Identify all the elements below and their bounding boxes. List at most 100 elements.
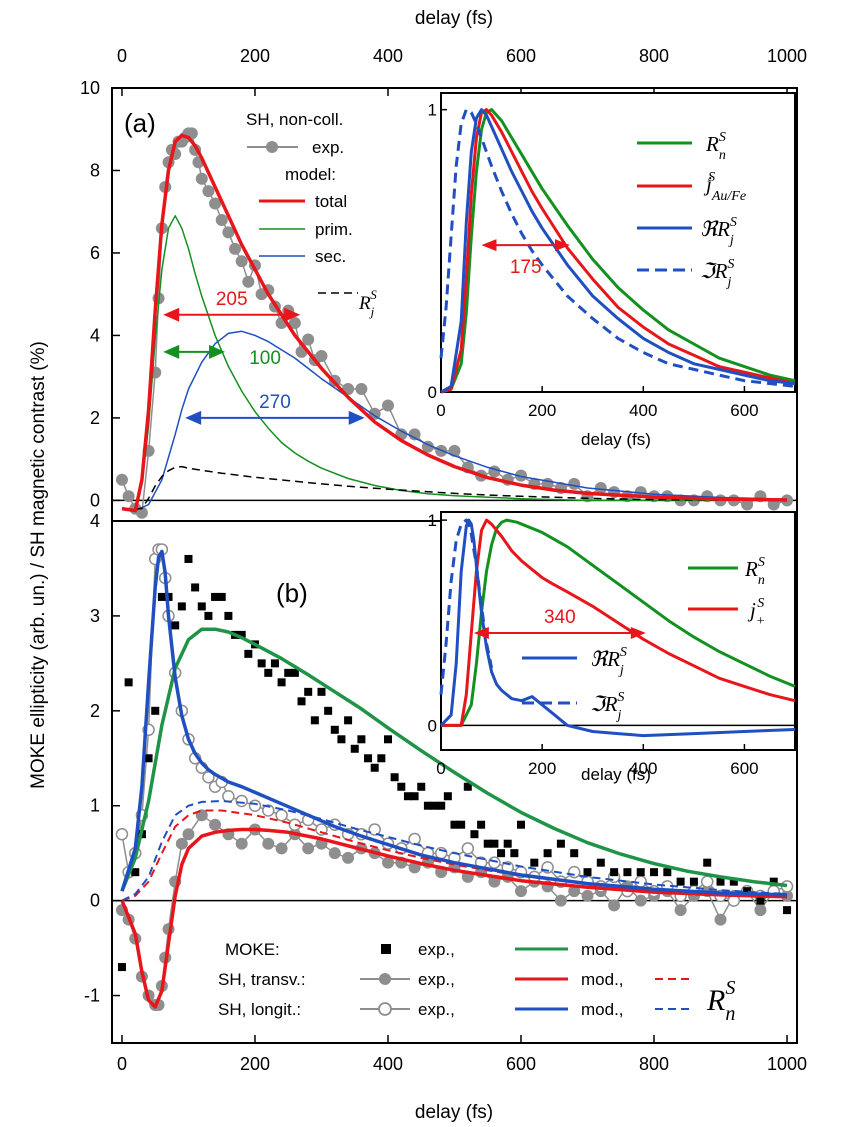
panel-b-sht-exp-point	[175, 837, 188, 850]
inset-a-x-tick-label: 400	[629, 401, 657, 420]
panel-b-moke-exp-point	[151, 706, 160, 715]
panel-a-exp-point	[122, 490, 135, 503]
panel-b-sht-exp-point	[515, 885, 528, 898]
panel-b-moke-exp-point	[117, 963, 126, 972]
panel-b-shl-exp-point	[235, 794, 248, 808]
legend-b-mod3: mod.,	[581, 1000, 624, 1019]
panel-b-moke-exp-point	[237, 630, 246, 639]
panel-a-exp-point	[568, 477, 581, 490]
panel-a-exp-point	[242, 275, 255, 288]
panel-b-moke-exp-point	[330, 725, 339, 734]
panel-b-moke-exp-point	[443, 792, 452, 801]
panel-b-rns-blue-line	[121, 800, 788, 902]
panel-a-total-line	[121, 133, 788, 513]
legend-b-sh-transv: SH, transv.:	[218, 970, 306, 989]
panel-b-moke-exp-point	[211, 592, 220, 601]
panel-b-y-tick-label: 1	[90, 796, 100, 816]
panel-a-exp-point	[222, 226, 235, 239]
top-x-axis-label: delay (fs)	[415, 8, 493, 29]
inset-b-series-0	[441, 518, 796, 727]
panel-b-moke-exp-point	[417, 782, 426, 791]
panel-b-moke-exp-point	[743, 887, 752, 896]
bottom-x-tick-label: 600	[506, 1054, 536, 1074]
panel-a-exp-point	[315, 350, 328, 363]
panel-b-shl-mod-line	[120, 549, 788, 897]
panel-b-moke-exp-point	[397, 782, 406, 791]
inset-b-annotation-head-left	[473, 627, 489, 639]
panel-a-label: (a)	[124, 108, 156, 138]
panel-b-shl-exp-point	[115, 827, 129, 841]
inset-b-x-tick-label: 600	[730, 759, 758, 778]
inset-a-series-3	[439, 108, 796, 388]
legend-a-title: SH, non-coll.	[246, 110, 343, 129]
legend-a-prim: prim.	[315, 220, 353, 239]
panel-b-moke-exp-point	[437, 801, 446, 810]
inset-b-x-tick-label: 0	[436, 759, 445, 778]
legend-a-exp: exp.	[312, 138, 344, 157]
panel-b-moke-exp-point	[257, 659, 266, 668]
annotation-100-label: 100	[249, 348, 281, 369]
bottom-x-tick-label: 1000	[767, 1054, 807, 1074]
panel-a-y-tick-label: 4	[90, 325, 100, 345]
panel-b-moke-exp-point	[403, 792, 412, 801]
panel-b-moke-exp-point	[497, 849, 506, 858]
annotation-205-label: 205	[216, 289, 248, 310]
panel-b-moke-exp-point	[177, 602, 186, 611]
inset-a-legend-rns: RnS	[705, 130, 726, 163]
panel-b-legend: MOKE: exp., mod. SH, transv.: exp., mod.…	[218, 940, 735, 1025]
panel-b-moke-exp-point	[337, 735, 346, 744]
panel-a-exp-point	[235, 255, 248, 268]
panel-b-moke-exp-point	[224, 611, 233, 620]
panel-b-shl-exp-point	[408, 832, 421, 846]
plot-frame	[111, 87, 798, 1044]
panel-b-moke-exp-point	[729, 877, 738, 886]
panel-b-moke-mod-line	[120, 627, 788, 892]
inset-a-series-0	[440, 108, 796, 394]
annotation-270-head-right	[348, 410, 365, 425]
panel-a-sec-line	[121, 330, 788, 512]
panel-b-shl-exp-point	[262, 804, 275, 817]
panel-b-shl-exp-point	[567, 865, 581, 879]
panel-b-shl-exp-point	[488, 856, 501, 869]
panel-a-y-tick-label: 10	[80, 78, 100, 98]
panel-b-moke-exp-point	[483, 839, 492, 848]
panel-b-series	[115, 543, 794, 1012]
panel-b-moke-exp-point	[610, 868, 619, 877]
legend-b-mod2: mod.,	[581, 970, 624, 989]
inset-b-y-tick-label: 1	[428, 511, 437, 530]
legend-a-sec: sec.	[315, 247, 346, 266]
inset-a-y-tick-label: 1	[428, 101, 437, 120]
panel-a-exp-point	[381, 399, 394, 412]
legend-b-sh-longit: SH, longit.:	[218, 1000, 301, 1019]
panel-b-shl-exp-point	[700, 875, 714, 888]
panel-b-moke-exp-point	[357, 735, 366, 744]
panel-b-sht-exp-point	[554, 894, 567, 907]
panel-a-exp-point	[202, 185, 215, 198]
panel-a-y-tick-label: 0	[90, 490, 100, 510]
panel-b-moke-exp-point	[423, 801, 432, 810]
panel-b-moke-exp-point	[383, 735, 392, 744]
panel-b-sht-exp-point	[608, 899, 621, 912]
panel-b-sht-exp-point	[342, 851, 355, 864]
inset-b-annotation-label: 340	[544, 607, 576, 628]
inset-b-x-axis-label: delay (fs)	[581, 765, 651, 784]
panel-b-moke-exp-point	[144, 754, 153, 763]
bottom-x-axis-label: delay (fs)	[415, 1102, 493, 1123]
legend-b-exp3: exp.,	[418, 1000, 455, 1019]
bottom-x-tick-label: 400	[373, 1054, 403, 1074]
panel-b-sht-exp-point	[235, 837, 248, 850]
panel-a-exp-point	[288, 317, 301, 330]
panel-b-moke-exp-point	[596, 858, 605, 867]
annotation-205-head-right	[284, 307, 301, 322]
inset-a-x-tick-label: 600	[730, 401, 758, 420]
inset-b-annotation-head-right	[630, 627, 646, 639]
legend-b-sht-marker	[379, 973, 391, 985]
panel-b-shl-exp-point	[368, 823, 381, 836]
panel-b-moke-exp-point	[290, 668, 299, 677]
top-x-tick-label: 400	[373, 46, 403, 66]
panel-b-moke-exp-point	[324, 706, 333, 715]
inset-a-x-axis-label: delay (fs)	[581, 430, 651, 449]
panel-a-legend: SH, non-coll. exp. model: total prim. se…	[246, 110, 377, 319]
panel-b-sht-exp-point	[634, 894, 647, 907]
